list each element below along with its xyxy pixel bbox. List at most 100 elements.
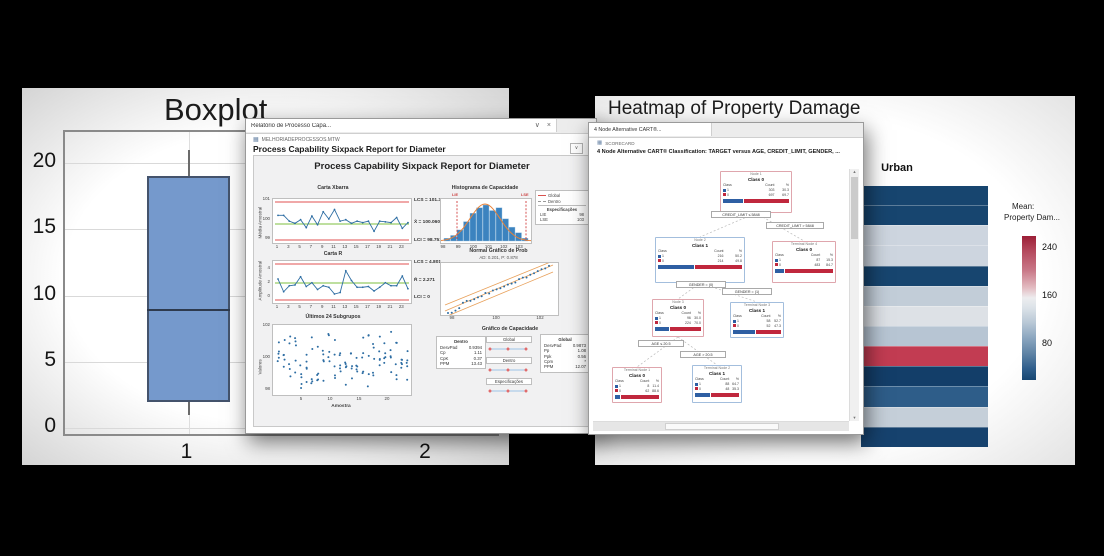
- class-chip: [775, 263, 778, 267]
- class-pct: 50.2: [735, 254, 742, 258]
- class-count: 87: [816, 258, 821, 262]
- heatmap-cell: [861, 225, 988, 246]
- node-class: Class 1: [708, 370, 726, 376]
- class-count: 483: [814, 262, 821, 267]
- spec-value: 98: [579, 212, 584, 217]
- stat-row: Pp 1.08: [544, 348, 586, 353]
- col-count: Count: [761, 314, 771, 319]
- last24-xtick: 15: [356, 396, 362, 401]
- class-chip: [695, 382, 698, 386]
- row-label: 1: [695, 382, 713, 387]
- class-count: 224: [685, 320, 691, 325]
- node-table-header: Class Count%: [658, 249, 742, 254]
- stat-row: DesvPad 0.9394: [440, 345, 482, 350]
- class-id: 0: [699, 386, 701, 391]
- xbar-mean-label: X̄ = 100.060: [414, 220, 441, 225]
- probplot-xtick: 102: [536, 315, 544, 320]
- tab-collapse-icon[interactable]: ∨: [534, 122, 540, 129]
- probplot-xtick: 100: [492, 315, 500, 320]
- legend-global-label: Global: [548, 193, 561, 198]
- class-id: 1: [662, 254, 664, 258]
- last24-xtick: 20: [384, 396, 390, 401]
- bar-class1-segment: [733, 329, 756, 335]
- col-count: Count: [639, 379, 650, 384]
- col-class: Class: [733, 314, 742, 319]
- tab-close-icon[interactable]: ×: [546, 122, 551, 129]
- row-label: 0: [775, 263, 799, 268]
- col-class: Class: [615, 379, 624, 384]
- class-pct: 84.7: [826, 262, 833, 267]
- last24-xtick: 5: [299, 396, 303, 401]
- histogram-xtick: 101: [484, 244, 493, 249]
- node-class: Class 0: [669, 304, 687, 310]
- class-id: 1: [779, 258, 781, 262]
- xbar-ytick: 100: [262, 215, 270, 221]
- node-class: Class 1: [691, 242, 709, 248]
- y-tick-label: 5: [44, 347, 56, 371]
- class-chip: [655, 316, 658, 320]
- class-chip: [615, 389, 618, 393]
- class-chip: [658, 259, 661, 263]
- node-distribution-bar: [695, 392, 739, 398]
- bar-class1-segment: [655, 326, 670, 332]
- heatmap-cell: [861, 426, 988, 447]
- stat-row: PPM 13.43: [440, 361, 482, 366]
- node-class-row: 0 52 47.3: [733, 324, 781, 329]
- cart-worksheet-name: SCORECARD: [605, 141, 635, 147]
- r-chart-plot: [272, 260, 412, 304]
- stat-name: PPM: [544, 364, 554, 370]
- y-tick-label: 10: [32, 281, 56, 305]
- class-pct: 49.8: [735, 258, 742, 263]
- capability-output-heading: Process Capability Sixpack Report for Di…: [253, 144, 446, 154]
- node-table-header: Class Count%: [775, 253, 833, 258]
- r-xtick: 19: [376, 304, 382, 309]
- y-tick-label: 0: [44, 414, 56, 437]
- probplot-subtitle: AD: 0.201, P: 0.878: [479, 255, 518, 260]
- worksheet-link[interactable]: ▦ MELHORIADEPROCESSOS.MTW: [253, 137, 340, 143]
- lsl-label: LIE: [452, 192, 459, 197]
- class-count: 62: [645, 388, 650, 393]
- histogram-plot: [440, 198, 532, 244]
- class-pct: 35.3: [732, 386, 739, 391]
- specs-row: LSE 103: [538, 217, 586, 222]
- stat-row: Ppk 0.56: [544, 354, 586, 359]
- split-rule-sp5: AGE ≤ 20.5: [638, 340, 684, 347]
- cart-worksheet-link[interactable]: ▦ SCORECARD: [597, 140, 635, 147]
- class-chip: [723, 188, 726, 192]
- node-class-row: 1 8 11.4: [615, 384, 659, 389]
- xbar-ucl-label: LCS = 101.370: [414, 198, 447, 203]
- class-chip: [733, 319, 736, 323]
- node-class-row: 1 58 52.7: [733, 319, 781, 324]
- class-chip: [615, 384, 618, 388]
- stat-value: *: [584, 359, 586, 365]
- scroll-down-icon[interactable]: ▼: [852, 415, 857, 420]
- node-class-row: 1 216 50.2: [658, 254, 742, 259]
- class-id: 0: [619, 388, 621, 393]
- tab-capability-report[interactable]: Relatório de Processo Capa... ∨ ×: [246, 119, 557, 132]
- xbar-xtick: 15: [353, 244, 359, 249]
- last24-ytick: 98: [265, 386, 270, 391]
- class-pct: 11.4: [652, 384, 659, 388]
- legend-tick-label: 80: [1042, 338, 1053, 348]
- vertical-scrollbar[interactable]: ▲ ▼: [849, 169, 859, 421]
- histogram-title: Histograma de Capacidade: [451, 185, 519, 191]
- bar-class1-segment: [723, 198, 744, 204]
- class-pct: 15.3: [826, 258, 833, 262]
- scroll-up-icon[interactable]: ▲: [852, 169, 857, 174]
- tab-cart-report[interactable]: 4 Node Alternative CART®...: [589, 123, 712, 136]
- scroll-down-button[interactable]: ∨: [570, 143, 583, 154]
- bar-class1-segment: [775, 268, 786, 274]
- horizontal-scrollbar[interactable]: [593, 421, 849, 431]
- row-label: 0: [733, 324, 753, 329]
- node-kind: Terminal Node 4: [790, 242, 818, 246]
- heatmap-cell: [861, 265, 988, 286]
- legend-title-line1: Mean:: [1012, 202, 1035, 211]
- heatmap-cell: [861, 325, 988, 347]
- r-ytick: 0: [267, 293, 270, 298]
- usl-label: LSE: [521, 192, 529, 197]
- class-id: 1: [727, 188, 729, 192]
- class-count: 96: [686, 316, 691, 320]
- node-distribution-bar: [658, 264, 742, 270]
- tree-node-term4: Terminal Node 4 Class 0 Class Count% 1 87 15.3…: [772, 241, 836, 283]
